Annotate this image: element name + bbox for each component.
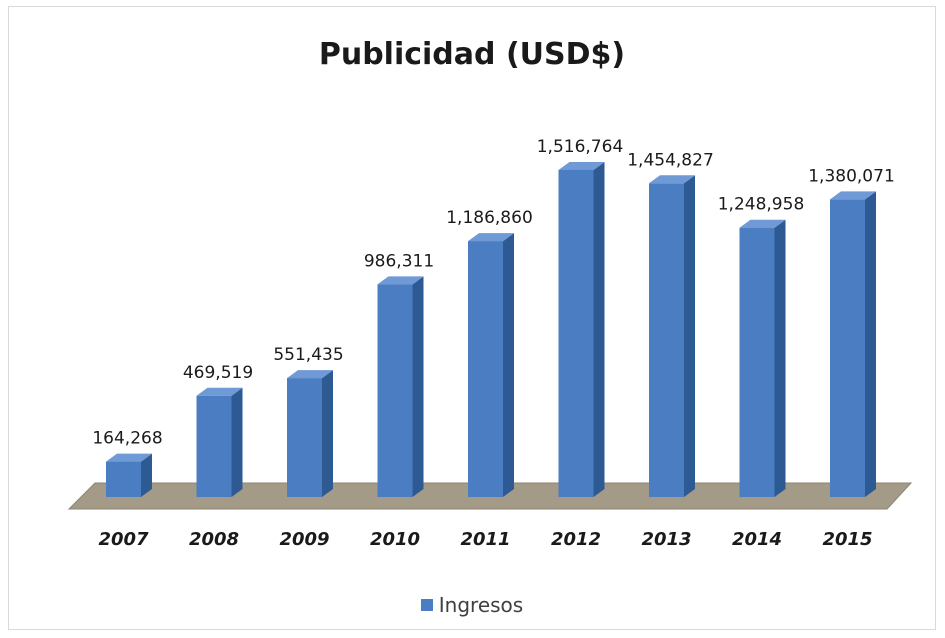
data-label-2013: 1,454,827: [627, 150, 714, 170]
bar-2010: [377, 276, 424, 497]
x-tick-label-2014: 2014: [732, 529, 782, 550]
x-tick-label-2009: 2009: [279, 529, 329, 550]
data-label-2011: 1,186,860: [446, 208, 533, 228]
data-label-2008: 469,519: [183, 363, 253, 383]
data-label-2015: 1,380,071: [808, 166, 895, 186]
data-label-2014: 1,248,958: [718, 195, 805, 215]
bar-2013: [649, 175, 695, 498]
chart-frame: Publicidad (USD$) 164,268 469,519 551,435 9…: [8, 6, 936, 630]
bar-2014: [739, 219, 786, 498]
data-label-2009: 551,435: [273, 345, 343, 365]
x-tick-label-2012: 2012: [551, 529, 601, 550]
x-tick-label-2010: 2010: [370, 529, 420, 550]
legend-swatch-icon: [420, 599, 433, 611]
x-tick-label-2007: 2007: [98, 529, 149, 550]
x-tick-label-2013: 2013: [641, 529, 691, 550]
bar-2011: [468, 233, 514, 497]
chart-title: Publicidad (USD$): [318, 37, 626, 72]
bar-2009: [287, 370, 333, 497]
bar-2008: [196, 387, 243, 497]
bar-2015: [830, 191, 876, 498]
data-label-2012: 1,516,764: [537, 137, 624, 157]
bar-2007: [106, 453, 152, 497]
data-label-2010: 986,311: [364, 251, 434, 271]
legend: Ingresos: [9, 593, 935, 617]
x-tick-label-2008: 2008: [189, 529, 239, 550]
x-tick-label-2015: 2015: [822, 529, 872, 550]
x-tick-label-2011: 2011: [460, 529, 510, 550]
bar-2012: [558, 161, 605, 498]
data-label-2007: 164,268: [92, 429, 162, 449]
legend-label: Ingresos: [438, 593, 524, 617]
chart-plot: 164,268 469,519 551,435 986,311 1,186,860 1,5…: [67, 137, 913, 550]
